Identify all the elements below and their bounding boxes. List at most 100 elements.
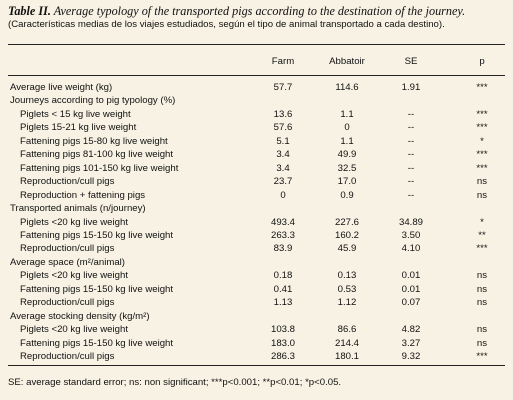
cell: *: [480, 135, 484, 147]
cell: 0.41: [273, 283, 293, 295]
row-label: Fattening pigs 15-150 kg live weight: [20, 229, 174, 241]
cell: 3.27: [401, 337, 421, 349]
column-header: p: [479, 56, 485, 67]
cell: ***: [476, 351, 488, 362]
rule: [8, 44, 505, 45]
row-label: Fattening pigs 15-150 kg live weight: [20, 283, 174, 295]
cell: *: [480, 216, 484, 228]
row-label: Piglets 15-21 kg live weight: [20, 122, 137, 134]
cell: 103.8: [270, 324, 295, 336]
cell: 9.32: [401, 351, 421, 362]
cell: 0: [280, 189, 286, 201]
rule: [8, 365, 505, 366]
cell: ***: [476, 162, 488, 174]
cell: 5.1: [276, 135, 290, 147]
row-label: Fattening pigs 101-150 kg live weight: [20, 162, 179, 174]
cell: ns: [476, 324, 488, 336]
cell: 3.50: [401, 229, 421, 241]
cell: 49.9: [337, 149, 357, 161]
cell: 493.4: [270, 216, 295, 228]
row-label: Fattening pigs 15-150 kg live weight: [20, 337, 174, 349]
row-label: Reproduction/cull pigs: [20, 176, 115, 188]
cell: 0.53: [337, 283, 357, 295]
section-title: Average stocking density (kg/m²): [10, 310, 150, 322]
cell: --: [407, 108, 415, 120]
title-text: Average typology of the transported pigs…: [53, 4, 466, 18]
cell: 0.01: [401, 270, 421, 282]
cell: 57.6: [273, 122, 293, 134]
cell: 180.1: [334, 351, 359, 362]
cell: 34.89: [398, 216, 423, 228]
cell: 3.4: [276, 149, 290, 161]
row-label: Fattening pigs 81-100 kg live weight: [20, 149, 174, 161]
cell: ns: [476, 270, 488, 282]
footnote: SE: average standard error; ns: non sign…: [8, 377, 342, 388]
row-label: Piglets <20 kg live weight: [20, 216, 128, 228]
row-label: Piglets <20 kg live weight: [20, 324, 128, 336]
cell: 0: [344, 122, 350, 134]
cell: --: [407, 122, 415, 134]
row-label: Reproduction/cull pigs: [20, 243, 115, 255]
cell: 57.7: [273, 82, 293, 93]
cell: 1.1: [340, 108, 354, 120]
cell: ns: [476, 337, 488, 349]
row-label: Reproduction/cull pigs: [20, 297, 115, 309]
row-label: Reproduction/cull pigs: [20, 351, 115, 362]
row-label: Average live weight (kg): [10, 82, 113, 93]
cell: 1.12: [337, 297, 357, 309]
cell: 86.6: [337, 324, 357, 336]
cell: ns: [476, 297, 488, 309]
cell: 286.3: [270, 351, 295, 362]
rule: [8, 75, 505, 76]
column-header: Abbatoir: [329, 56, 365, 67]
section-title: Journeys according to pig typology (%): [10, 95, 176, 107]
table-label: Table II.: [8, 4, 51, 18]
cell: **: [478, 229, 486, 241]
cell: ns: [476, 283, 488, 295]
cell: 23.7: [273, 176, 293, 188]
cell: --: [407, 162, 415, 174]
cell: 17.0: [337, 176, 357, 188]
column-header: SE: [404, 56, 418, 67]
cell: 4.10: [401, 243, 421, 255]
row-label: Piglets < 15 kg live weight: [20, 108, 131, 120]
cell: --: [407, 176, 415, 188]
cell: 1.91: [401, 82, 421, 93]
cell: --: [407, 189, 415, 201]
cell: 13.6: [273, 108, 293, 120]
cell: --: [407, 149, 415, 161]
section-title: Transported animals (n/journey): [10, 203, 146, 215]
cell: ***: [476, 108, 488, 120]
table-title: Table II. Average typology of the transp…: [8, 4, 465, 18]
cell: 32.5: [337, 162, 357, 174]
cell: 214.4: [334, 337, 359, 349]
table-subtitle: (Características medias de los viajes es…: [8, 19, 445, 30]
cell: 263.3: [270, 229, 295, 241]
cell: 227.6: [334, 216, 359, 228]
cell: 160.2: [334, 229, 359, 241]
cell: 0.13: [337, 270, 357, 282]
cell: --: [407, 135, 415, 147]
cell: 3.4: [276, 162, 290, 174]
cell: ***: [476, 82, 488, 93]
cell: ns: [476, 176, 488, 188]
row-label: Fattening pigs 15-80 kg live weight: [20, 135, 168, 147]
row-label: Piglets <20 kg live weight: [20, 270, 128, 282]
row-label: Reproduction + fattening pigs: [20, 189, 146, 201]
cell: 114.6: [335, 82, 359, 93]
cell: 83.9: [273, 243, 293, 255]
cell: 45.9: [337, 243, 357, 255]
cell: 183.0: [270, 337, 295, 349]
cell: 4.82: [401, 324, 421, 336]
cell: 1.1: [340, 135, 354, 147]
cell: 1.13: [273, 297, 293, 309]
cell: ***: [476, 122, 488, 134]
cell: ***: [476, 149, 488, 161]
cell: 0.18: [273, 270, 293, 282]
section-title: Average space (m²/animal): [10, 256, 125, 268]
cell: ns: [476, 189, 488, 201]
cell: 0.01: [401, 283, 421, 295]
cell: ***: [476, 243, 488, 255]
column-header: Farm: [271, 56, 295, 67]
